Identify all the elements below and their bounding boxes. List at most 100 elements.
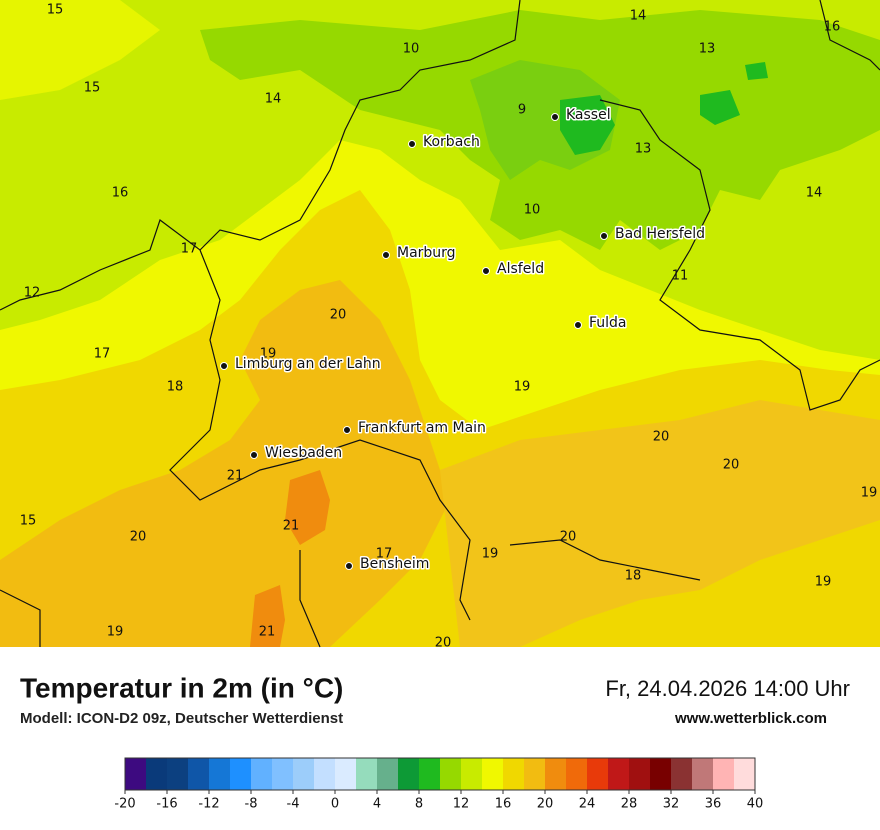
temperature-label: 19 xyxy=(815,575,832,590)
city-label: Korbach xyxy=(423,134,480,150)
colorbar-frame xyxy=(124,757,756,791)
colorbar-tick-label: -16 xyxy=(156,797,177,812)
colorbar-tick-label: -4 xyxy=(287,797,300,812)
temperature-label: 21 xyxy=(283,519,300,534)
colorbar-cell xyxy=(293,758,315,790)
city-marker xyxy=(551,113,559,121)
temperature-label: 20 xyxy=(653,430,670,445)
border-line xyxy=(599,99,880,411)
colorbar-tick-label: -12 xyxy=(198,797,219,812)
temperature-label: 20 xyxy=(435,636,452,651)
colorbar-tick-label: 20 xyxy=(537,797,554,812)
footer: Temperatur in 2m (in °C) Modell: ICON-D2… xyxy=(20,672,850,727)
temperature-label: 9 xyxy=(518,103,526,118)
colorbar-tick-label: 24 xyxy=(579,797,596,812)
city-marker xyxy=(408,140,416,148)
colorbar-cell xyxy=(566,758,588,790)
temperature-label: 20 xyxy=(130,530,147,545)
colorbar-cell xyxy=(629,758,651,790)
temperature-label: 14 xyxy=(265,92,282,107)
colorbar-cell xyxy=(650,758,672,790)
temperature-label: 19 xyxy=(260,347,277,362)
temperature-label: 13 xyxy=(699,42,716,57)
colorbar-cell xyxy=(545,758,567,790)
zone-warmer xyxy=(440,400,880,647)
temperature-label: 20 xyxy=(723,458,740,473)
temperature-label: 11 xyxy=(672,269,689,284)
city-label: Wiesbaden xyxy=(265,445,342,461)
zone-hot xyxy=(285,470,330,545)
temperature-label: 10 xyxy=(403,42,420,57)
map-title: Temperatur in 2m (in °C) xyxy=(20,672,343,703)
borders xyxy=(0,0,880,648)
temperature-label: 20 xyxy=(560,530,577,545)
zone-warmer xyxy=(0,280,450,647)
city-marker xyxy=(482,267,490,275)
zone-cold xyxy=(560,95,615,155)
temperature-label: 18 xyxy=(625,569,642,584)
temperature-label: 17 xyxy=(181,242,198,257)
city-marker xyxy=(574,321,582,329)
temperature-label: 10 xyxy=(524,203,541,218)
colorbar-cell xyxy=(167,758,189,790)
colorbar-cell xyxy=(146,758,168,790)
city-label: Bad Hersfeld xyxy=(615,226,705,242)
border-line xyxy=(509,539,701,581)
colorbar-tick-label: 32 xyxy=(663,797,680,812)
colorbar-cell xyxy=(692,758,714,790)
zone-hot xyxy=(250,585,285,647)
temperature-label: 14 xyxy=(630,9,647,24)
temperature-label: 14 xyxy=(806,186,823,201)
datetime: Fr, 24.04.2026 14:00 Uhr xyxy=(605,676,850,701)
colorbar-cell xyxy=(125,758,147,790)
temperature-label: 18 xyxy=(167,380,184,395)
colorbar-cell xyxy=(608,758,630,790)
zone-cold xyxy=(700,90,740,125)
temperature-label: 21 xyxy=(259,625,276,640)
website[interactable]: www.wetterblick.com xyxy=(674,710,827,727)
colorbar-tick-label: 4 xyxy=(373,797,381,812)
temperature-label: 19 xyxy=(861,486,878,501)
city-marker xyxy=(600,232,608,240)
colorbar-cell xyxy=(335,758,357,790)
border-line xyxy=(299,550,321,648)
colorbar-tick-label: 16 xyxy=(495,797,512,812)
colorbar-cell xyxy=(251,758,273,790)
border-line xyxy=(819,0,880,71)
colorbar-cell xyxy=(440,758,462,790)
colorbar-cell xyxy=(272,758,294,790)
city-label: Frankfurt am Main xyxy=(358,420,486,436)
temperature-label: 19 xyxy=(514,380,531,395)
temperature-label: 16 xyxy=(112,186,129,201)
border-line xyxy=(0,589,41,647)
city-marker xyxy=(220,362,228,370)
city-label: Alsfeld xyxy=(497,261,544,277)
subtitle: Modell: ICON-D2 09z, Deutscher Wetterdie… xyxy=(20,710,343,727)
temperature-label: 13 xyxy=(635,142,652,157)
city-marker xyxy=(345,562,353,570)
border-line xyxy=(169,249,471,621)
temperature-label: 20 xyxy=(330,308,347,323)
border-line xyxy=(0,0,521,311)
colorbar-cell xyxy=(314,758,336,790)
colorbar-cell xyxy=(713,758,735,790)
temperature-label: 21 xyxy=(227,469,244,484)
colorbar-tick-label: 40 xyxy=(747,797,764,812)
city-marker xyxy=(343,426,351,434)
colorbar-tick-label: 8 xyxy=(415,797,423,812)
colorbar-cell xyxy=(461,758,483,790)
temperature-label: 15 xyxy=(84,81,101,96)
city-marker xyxy=(382,251,390,259)
colorbar: -20 -16 -12 -8 -4 0 4 8 12 16 20 24 28 32 36 40 xyxy=(114,757,764,812)
colorbar-tick-label: 36 xyxy=(705,797,722,812)
city-label: Limburg an der Lahn xyxy=(235,356,381,372)
temperature-label: 19 xyxy=(482,547,499,562)
colorbar-cell xyxy=(734,758,756,790)
temperature-label: 19 xyxy=(107,625,124,640)
temperature-label: 17 xyxy=(94,347,111,362)
temperature-label: 15 xyxy=(20,514,37,529)
zone-mild-light xyxy=(0,0,160,100)
colorbar-tick-label: -8 xyxy=(245,797,258,812)
temperature-label: 17 xyxy=(376,547,393,562)
